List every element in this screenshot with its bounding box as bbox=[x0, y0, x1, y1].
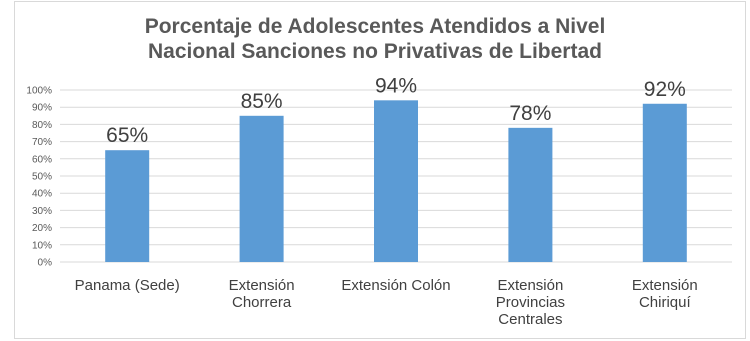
category-label: Extensión Chorrera bbox=[229, 277, 295, 311]
chart-title: Porcentaje de Adolescentes Atendidos a N… bbox=[0, 14, 750, 64]
data-label: 65% bbox=[106, 124, 148, 147]
chart-title-line-2: Nacional Sanciones no Privativas de Libe… bbox=[148, 40, 602, 63]
y-tick-label: 60% bbox=[32, 154, 52, 165]
y-tick-label: 10% bbox=[32, 240, 52, 251]
category-label: Panama (Sede) bbox=[75, 277, 180, 294]
category-label: Extensión Chiriquí bbox=[632, 277, 698, 311]
data-label: 78% bbox=[509, 102, 551, 125]
y-tick-label: 30% bbox=[32, 206, 52, 217]
data-label: 85% bbox=[241, 90, 283, 113]
bar bbox=[239, 115, 284, 262]
y-tick-label: 50% bbox=[32, 172, 52, 183]
y-tick-label: 40% bbox=[32, 189, 52, 200]
chart-title-line-1: Porcentaje de Adolescentes Atendidos a N… bbox=[144, 15, 606, 38]
y-tick-label: 20% bbox=[32, 223, 52, 234]
data-label: 92% bbox=[644, 78, 686, 101]
bar bbox=[105, 150, 150, 262]
y-tick-label: 70% bbox=[32, 137, 52, 148]
category-label: Extensión Colón bbox=[341, 277, 450, 294]
bar bbox=[508, 127, 553, 262]
y-tick-label: 100% bbox=[26, 86, 52, 97]
data-label: 94% bbox=[375, 74, 417, 97]
y-tick-label: 90% bbox=[32, 103, 52, 114]
bar bbox=[374, 100, 418, 262]
y-tick-label: 80% bbox=[32, 120, 52, 131]
bar bbox=[642, 103, 687, 262]
y-tick-label: 0% bbox=[38, 258, 53, 269]
category-label: Extensión Provincias Centrales bbox=[496, 277, 565, 328]
